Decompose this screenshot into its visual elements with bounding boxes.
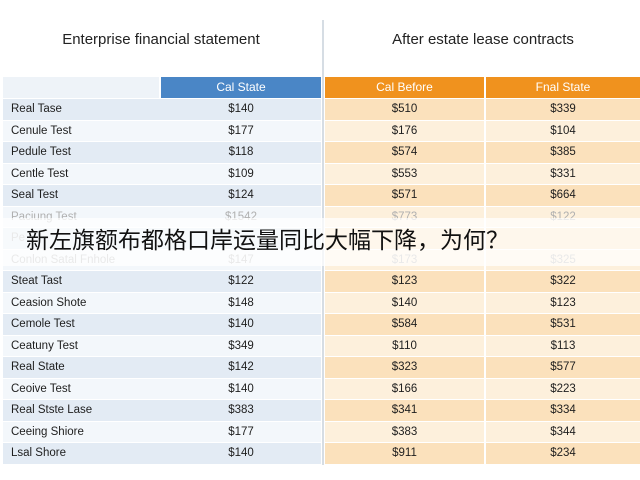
row-label: Ceasion Shote (3, 292, 161, 313)
cal-state-value: $118 (161, 142, 321, 163)
table-row: Real Stste Lase $383 $341 $334 (0, 400, 640, 422)
cal-before-value: $383 (325, 421, 484, 442)
cal-before-value: $911 (325, 443, 484, 464)
cal-state-value: $140 (161, 443, 321, 464)
cal-before-value: $571 (325, 185, 484, 206)
final-state-header: Fnal State (486, 77, 640, 98)
caption-band (0, 218, 640, 266)
cal-state-value: $148 (161, 292, 321, 313)
final-state-value: $234 (486, 443, 640, 464)
final-state-value: $577 (486, 357, 640, 378)
final-state-value: $664 (486, 185, 640, 206)
table-row: Ceasion Shote $148 $140 $123 (0, 292, 640, 315)
table-row: Cemole Test $140 $584 $531 (0, 314, 640, 336)
cal-before-value: $176 (325, 120, 484, 141)
cal-before-value: $341 (325, 400, 484, 421)
row-label: Cenule Test (3, 120, 161, 141)
cal-state-value: $140 (161, 99, 321, 120)
row-label: Steat Tast (3, 271, 161, 292)
table-row: Real Tase $140 $510 $339 (0, 99, 640, 121)
table-row: Cenule Test $177 $176 $104 (0, 120, 640, 143)
row-label: Lsal Shore (3, 443, 161, 464)
final-state-value: $322 (486, 271, 640, 292)
cal-before-value: $510 (325, 99, 484, 120)
cal-state-header: Cal State (161, 77, 321, 98)
label-column-header (3, 77, 159, 98)
row-label: Real Tase (3, 99, 161, 120)
cal-before-value: $553 (325, 163, 484, 184)
table-row: Seal Test $124 $571 $664 (0, 185, 640, 207)
final-state-value: $113 (486, 335, 640, 356)
table-row: Lsal Shore $140 $911 $234 (0, 443, 640, 465)
cal-state-value: $383 (161, 400, 321, 421)
final-state-value: $385 (486, 142, 640, 163)
cal-before-value: $110 (325, 335, 484, 356)
row-label: Ceatuny Test (3, 335, 161, 356)
cal-before-header: Cal Before (325, 77, 484, 98)
table-row: Ceeing Shiore $177 $383 $344 (0, 421, 640, 444)
cal-state-value: $122 (161, 271, 321, 292)
table-row: Real State $142 $323 $577 (0, 357, 640, 379)
left-table-title: Enterprise financial statement (62, 31, 260, 48)
table-row: Ceoive Test $140 $166 $223 (0, 378, 640, 401)
cal-state-value: $124 (161, 185, 321, 206)
final-state-value: $531 (486, 314, 640, 335)
row-label: Pedule Test (3, 142, 161, 163)
overlay-caption: 新左旗额布都格口岸运量同比大幅下降，为何？ (26, 228, 509, 254)
cal-state-value: $349 (161, 335, 321, 356)
row-label: Centle Test (3, 163, 161, 184)
final-state-value: $339 (486, 99, 640, 120)
table-row: Ceatuny Test $349 $110 $113 (0, 335, 640, 358)
row-label: Seal Test (3, 185, 161, 206)
right-table-title: After estate lease contracts (392, 31, 574, 48)
cal-before-value: $123 (325, 271, 484, 292)
row-label: Real Stste Lase (3, 400, 161, 421)
final-state-value: $331 (486, 163, 640, 184)
final-state-value: $223 (486, 378, 640, 399)
row-label: Ceoive Test (3, 378, 161, 399)
table-row: Steat Tast $122 $123 $322 (0, 271, 640, 293)
cal-state-value: $177 (161, 421, 321, 442)
row-label: Ceeing Shiore (3, 421, 161, 442)
cal-state-value: $142 (161, 357, 321, 378)
cal-state-value: $140 (161, 378, 321, 399)
cal-state-value: $140 (161, 314, 321, 335)
final-state-value: $123 (486, 292, 640, 313)
cal-before-value: $166 (325, 378, 484, 399)
row-label: Real State (3, 357, 161, 378)
table-row: Centle Test $109 $553 $331 (0, 163, 640, 186)
final-state-value: $334 (486, 400, 640, 421)
cal-before-value: $140 (325, 292, 484, 313)
final-state-value: $344 (486, 421, 640, 442)
final-state-value: $104 (486, 120, 640, 141)
cal-before-value: $323 (325, 357, 484, 378)
table-body: Real Tase $140 $510 $339 Cenule Test $177 $176… (0, 99, 640, 465)
row-label: Cemole Test (3, 314, 161, 335)
cal-state-value: $109 (161, 163, 321, 184)
table-row: Pedule Test $118 $574 $385 (0, 142, 640, 164)
cal-state-value: $177 (161, 120, 321, 141)
cal-before-value: $574 (325, 142, 484, 163)
cal-before-value: $584 (325, 314, 484, 335)
